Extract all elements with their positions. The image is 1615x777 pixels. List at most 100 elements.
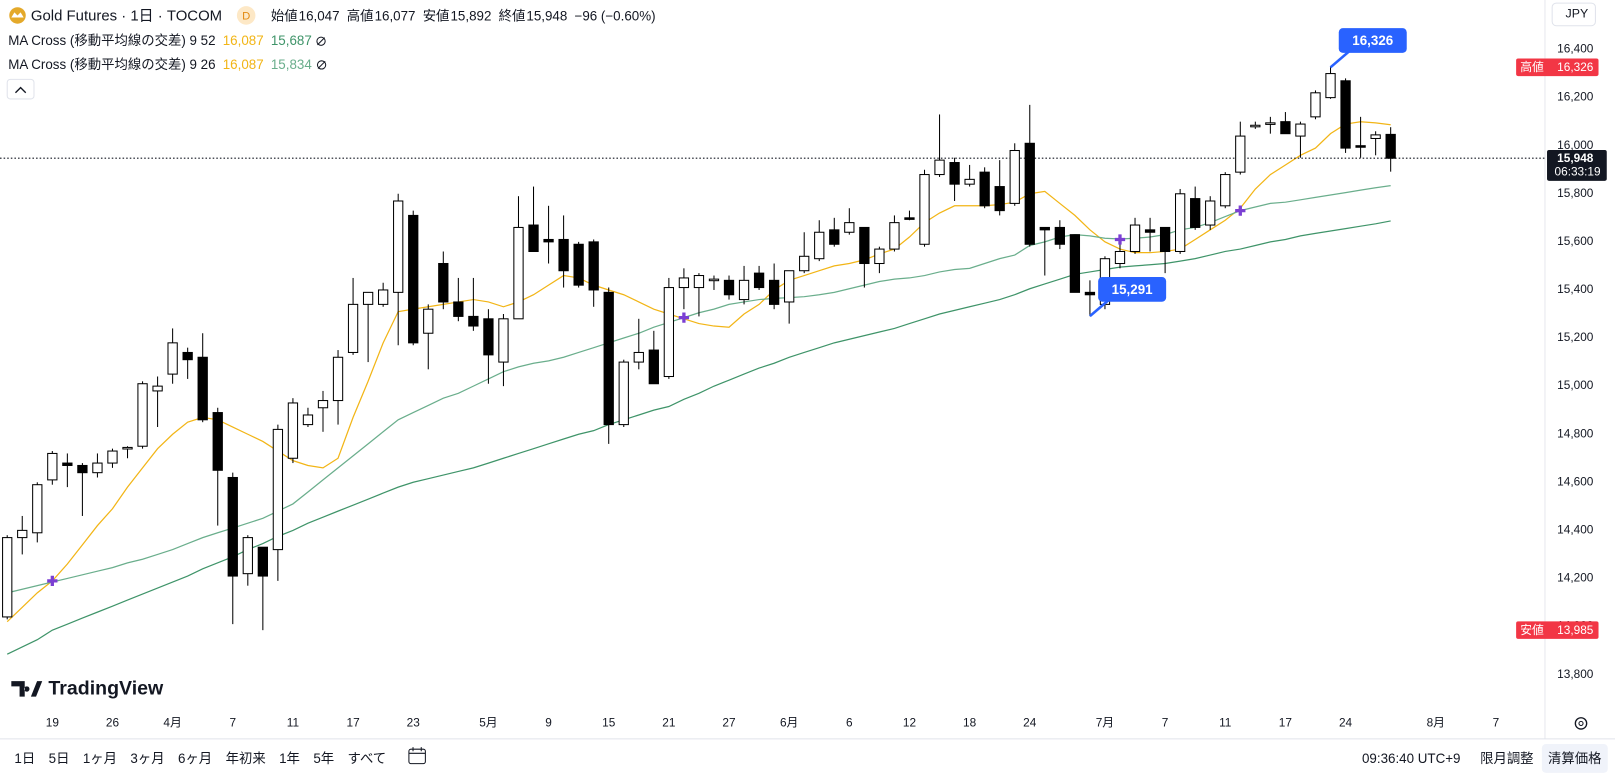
range-button[interactable]: 1日: [14, 751, 35, 766]
indicator-legend[interactable]: MA Cross (移動平均線の交差) 9 26 16,087 15,834: [8, 55, 312, 71]
candle-body: [347, 303, 359, 353]
x-tick-label: 7月: [1096, 716, 1114, 730]
y-tick-label: 14,800: [1557, 426, 1594, 440]
currency[interactable]: JPY: [1566, 7, 1589, 21]
x-tick-label: 11: [1219, 716, 1231, 730]
candle-body: [362, 291, 374, 305]
candle-body: [844, 222, 855, 233]
ohlc-change: −96 (−0.60%): [575, 8, 656, 23]
hide-icon[interactable]: [316, 60, 327, 70]
candle-body: [859, 226, 870, 265]
candle-body: [1114, 250, 1126, 265]
cross-marker: [1235, 205, 1246, 216]
x-tick-label: 23: [407, 716, 421, 730]
x-tick-label: 12: [903, 716, 916, 730]
range-button[interactable]: 年初来: [226, 751, 266, 766]
y-tick-label: 13,800: [1557, 667, 1594, 681]
candle-body: [423, 308, 434, 334]
candle-body: [182, 351, 193, 361]
candle-body: [1069, 234, 1081, 293]
candle-body: [1250, 124, 1261, 128]
candle-body: [453, 301, 464, 317]
x-tick-label: 7: [1493, 716, 1500, 730]
candle-body: [829, 229, 840, 245]
x-tick-label: 4月: [163, 716, 181, 730]
range-button[interactable]: 5日: [49, 751, 70, 766]
candle-body: [573, 243, 584, 286]
candle-body: [889, 222, 900, 250]
price-label-name: 安値: [1520, 623, 1544, 637]
candle-body: [738, 279, 750, 301]
collapse-button[interactable]: [6, 78, 35, 100]
candle-body: [1009, 149, 1020, 204]
x-tick-label: 9: [545, 716, 552, 730]
candle-body: [302, 414, 314, 426]
hide-icon-slash: [317, 60, 326, 69]
candle-body: [2, 537, 13, 618]
range-button[interactable]: 1年: [279, 751, 300, 766]
candle-body: [332, 356, 344, 402]
toolbar-button[interactable]: 限月調整: [1480, 751, 1534, 766]
candle-body: [257, 546, 268, 577]
range-button[interactable]: 3ヶ月: [130, 751, 164, 766]
cross-marker: [1114, 234, 1126, 245]
indicator-value: 15,834: [271, 56, 312, 71]
candle-body: [197, 356, 208, 421]
candle-body: [528, 224, 539, 253]
date-range-icon[interactable]: [408, 748, 426, 765]
candle-body: [1190, 198, 1201, 228]
candle-body: [317, 400, 329, 409]
x-tick-label: 18: [963, 716, 977, 730]
settings-icon[interactable]: [1574, 717, 1588, 730]
callout-box: [1338, 28, 1407, 53]
hide-icon[interactable]: [316, 36, 326, 46]
candle-body: [618, 361, 629, 426]
ohlc-value: 15,948: [526, 8, 567, 23]
last-price-label: 15,948: [1557, 151, 1594, 165]
candle-body: [287, 402, 299, 459]
symbol-title[interactable]: Gold Futures · 1日 · TOCOM: [31, 7, 222, 24]
x-tick-label: 24: [1339, 716, 1353, 730]
last-price-box: [1547, 149, 1607, 181]
badge-bg: [236, 6, 256, 25]
candle-body: [32, 484, 43, 534]
candle-body: [62, 462, 73, 466]
candle-body: [513, 226, 524, 320]
x-tick-label: 21: [662, 716, 675, 730]
ohlc-value: 16,077: [375, 8, 416, 23]
indicator-legend[interactable]: MA Cross (移動平均線の交差) 9 52 16,087 15,687: [8, 32, 312, 48]
candle-body: [122, 446, 133, 450]
plot-area: [0, 67, 1545, 655]
x-tick-label: 17: [1279, 716, 1292, 730]
candle-body: [378, 289, 389, 305]
candle-body: [137, 383, 148, 447]
y-tick-label: 16,200: [1557, 90, 1594, 104]
candle-body: [934, 159, 945, 176]
candle-body: [558, 238, 569, 272]
x-tick-label: 6: [846, 716, 853, 730]
candle-body: [1235, 135, 1246, 173]
range-button[interactable]: 1ヶ月: [83, 751, 117, 766]
range-button[interactable]: すべて: [348, 751, 387, 766]
candle-body: [227, 476, 238, 577]
candle-body: [633, 351, 644, 363]
candle-body: [1144, 229, 1156, 233]
candle-body: [1205, 200, 1216, 226]
candle-body: [994, 186, 1005, 212]
candle-body: [1385, 133, 1396, 159]
candle-body: [1174, 193, 1186, 253]
candle-body: [919, 174, 930, 245]
price-label-box: [1516, 58, 1599, 77]
y-tick-label: 15,000: [1557, 378, 1594, 392]
range-button[interactable]: 6ヶ月: [178, 751, 212, 766]
x-tick-label: 5月: [479, 716, 497, 730]
currency-button[interactable]: [1551, 2, 1596, 27]
candle-body: [498, 318, 509, 363]
toolbar-button[interactable]: 清算価格: [1548, 751, 1602, 766]
collapse-icon: [14, 86, 27, 94]
candle-body: [272, 428, 284, 551]
range-button[interactable]: 5年: [313, 751, 334, 766]
y-tick-label: 16,400: [1557, 42, 1594, 56]
